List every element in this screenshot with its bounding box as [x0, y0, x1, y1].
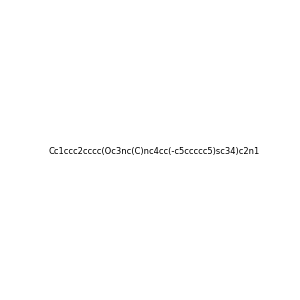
Text: Cc1ccc2cccc(Oc3nc(C)nc4cc(-c5ccccc5)sc34)c2n1: Cc1ccc2cccc(Oc3nc(C)nc4cc(-c5ccccc5)sc34… — [48, 147, 260, 156]
